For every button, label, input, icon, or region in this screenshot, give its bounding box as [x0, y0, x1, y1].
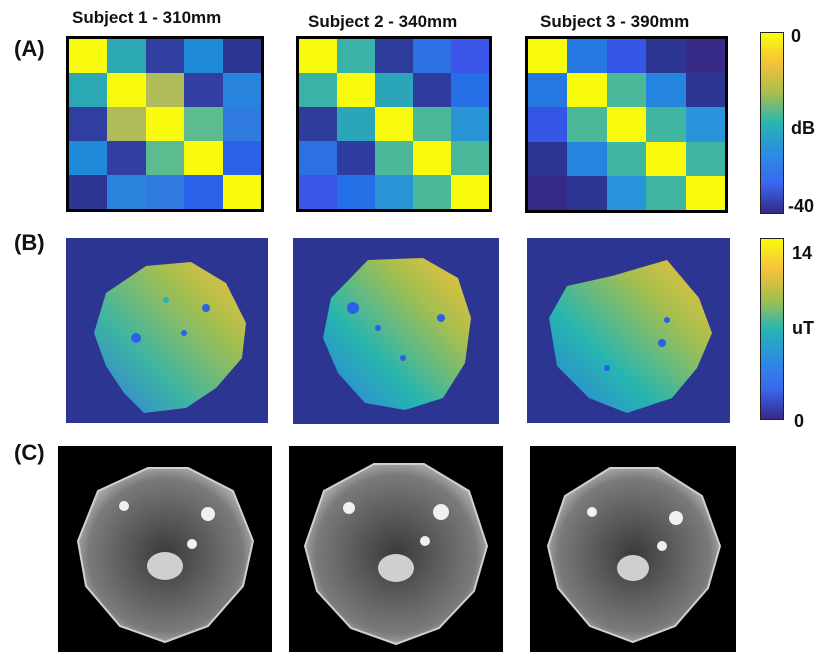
matrix-cell [685, 175, 725, 210]
matrix-cell [145, 39, 185, 73]
matrix-cell [451, 175, 489, 209]
matrix-cell [528, 175, 568, 210]
matrix-cell [567, 175, 607, 210]
matrix-cell [375, 175, 413, 209]
matrix-cell [606, 141, 647, 176]
matrix-cell [184, 107, 223, 141]
matrix-cell [413, 107, 451, 141]
matrix-cell [184, 73, 223, 107]
matrix-cell [299, 107, 337, 141]
matrix-cell [337, 141, 375, 175]
matrix-cell [413, 175, 451, 209]
matrix-cell [69, 141, 108, 175]
matrix-cell [145, 107, 185, 141]
mri-image-subject-1 [58, 446, 272, 652]
matrix-cell [337, 175, 375, 209]
matrix-cell [69, 175, 108, 209]
matrix-cell [413, 39, 451, 73]
matrix-cell [184, 39, 223, 73]
matrix-cell [606, 39, 647, 74]
matrix-cell [606, 73, 647, 108]
matrix-cell [451, 73, 489, 107]
matrix-cell [685, 73, 725, 108]
matrix-cell [528, 141, 568, 176]
b1-map-subject-2 [293, 238, 499, 424]
matrix-cell [69, 39, 108, 73]
matrix-cell [222, 175, 261, 209]
matrix-cell [184, 141, 223, 175]
matrix-cell [685, 141, 725, 176]
matrix-cell [299, 39, 337, 73]
matrix-cell [528, 107, 568, 142]
colorbar-db-unit: dB [791, 118, 815, 138]
matrix-cell [528, 73, 568, 108]
row-label-c: (C) [14, 440, 45, 465]
coupling-matrix-subject-1 [66, 36, 264, 212]
coupling-matrix-subject-3 [525, 36, 728, 213]
matrix-cell [646, 141, 686, 176]
colorbar-db [760, 32, 784, 214]
mri-image-subject-3 [530, 446, 736, 652]
matrix-cell [451, 141, 489, 175]
matrix-cell [145, 73, 185, 107]
matrix-cell [107, 175, 146, 209]
colorbar-ut [760, 238, 784, 420]
matrix-cell [685, 39, 725, 74]
matrix-cell [145, 141, 185, 175]
row-label-b: (B) [14, 230, 45, 255]
matrix-cell [69, 73, 108, 107]
matrix-cell [337, 39, 375, 73]
subject-1-title: Subject 1 - 310mm [72, 8, 222, 27]
colorbar-ut-unit: uT [792, 318, 814, 338]
colorbar-ut-top-label: 14 [792, 243, 813, 263]
matrix-cell [375, 107, 413, 141]
row-label-a: (A) [14, 36, 45, 61]
coupling-matrix-subject-2 [296, 36, 492, 212]
colorbar-db-bottom-label: -40 [788, 196, 815, 216]
matrix-cell [107, 141, 146, 175]
b1-map-subject-3 [527, 238, 730, 423]
matrix-cell [184, 175, 223, 209]
matrix-cell [451, 39, 489, 73]
matrix-cell [299, 175, 337, 209]
matrix-cell [646, 73, 686, 108]
matrix-cell [451, 107, 489, 141]
matrix-cell [528, 39, 568, 74]
matrix-cell [222, 73, 261, 107]
matrix-cell [337, 73, 375, 107]
matrix-cell [375, 73, 413, 107]
matrix-cell [567, 73, 607, 108]
mri-image-subject-2 [289, 446, 503, 652]
matrix-cell [222, 107, 261, 141]
matrix-cell [646, 107, 686, 142]
matrix-cell [413, 141, 451, 175]
matrix-cell [107, 73, 146, 107]
matrix-cell [222, 39, 261, 73]
matrix-cell [685, 107, 725, 142]
matrix-cell [375, 39, 413, 73]
matrix-cell [107, 39, 146, 73]
matrix-cell [606, 175, 647, 210]
matrix-cell [145, 175, 185, 209]
matrix-cell [299, 141, 337, 175]
matrix-cell [646, 39, 686, 74]
matrix-cell [567, 39, 607, 74]
matrix-cell [567, 141, 607, 176]
matrix-cell [606, 107, 647, 142]
matrix-cell [69, 107, 108, 141]
matrix-cell [567, 107, 607, 142]
colorbar-ut-bottom-label: 0 [794, 411, 805, 431]
matrix-cell [337, 107, 375, 141]
subject-3-title: Subject 3 - 390mm [540, 12, 690, 31]
matrix-cell [222, 141, 261, 175]
colorbar-db-top-label: 0 [791, 26, 802, 46]
matrix-cell [299, 73, 337, 107]
matrix-cell [107, 107, 146, 141]
subject-2-title: Subject 2 - 340mm [308, 12, 458, 31]
matrix-cell [646, 175, 686, 210]
matrix-cell [413, 73, 451, 107]
matrix-cell [375, 141, 413, 175]
b1-map-subject-1 [66, 238, 268, 423]
